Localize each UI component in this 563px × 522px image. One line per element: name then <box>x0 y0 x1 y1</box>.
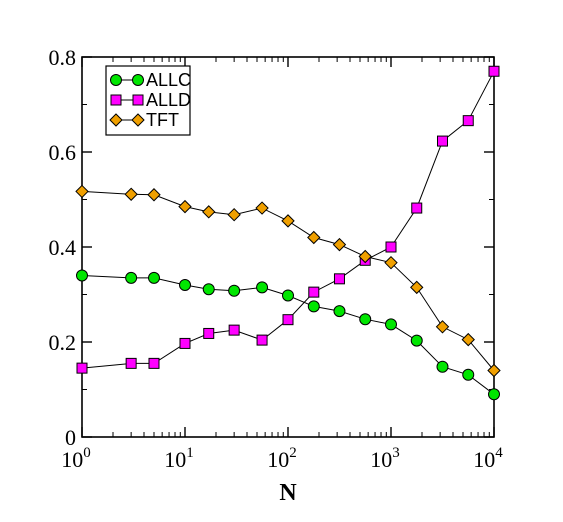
data-point-allc <box>147 271 160 284</box>
data-point-tft <box>410 280 424 295</box>
data-point-tft <box>124 187 138 201</box>
data-point-allc <box>307 300 320 313</box>
data-point-allc <box>410 334 423 347</box>
data-point-alld <box>148 357 160 369</box>
x-tick-exponent: 1 <box>186 445 194 461</box>
legend-label-alld: ALLD <box>146 90 191 110</box>
data-point-tft <box>307 230 321 245</box>
data-point-tft <box>487 363 501 378</box>
data-point-alld <box>228 324 240 336</box>
data-point-tft <box>461 332 475 347</box>
legend-label-allc: ALLC <box>146 70 191 90</box>
data-point-allc <box>488 388 500 401</box>
data-point-alld <box>436 135 448 147</box>
x-tick-base: 10 <box>61 447 83 472</box>
legend-label-tft: TFT <box>146 110 179 130</box>
data-point-allc <box>202 283 215 296</box>
data-point-allc <box>436 360 449 373</box>
data-point-tft <box>332 237 347 252</box>
x-tick-label: 104 <box>473 445 503 472</box>
y-tick-label: 0 <box>65 425 76 450</box>
data-point-tft <box>281 214 295 228</box>
data-point-allc <box>125 271 138 284</box>
x-tick-label: 103 <box>370 445 400 472</box>
y-tick-label: 0.6 <box>49 140 77 165</box>
data-point-allc <box>228 284 241 297</box>
data-point-tft <box>75 184 89 199</box>
x-tick-label: 101 <box>164 445 194 472</box>
data-point-allc <box>462 368 475 381</box>
data-point-tft <box>147 188 161 202</box>
data-point-allc <box>282 289 294 302</box>
data-point-alld <box>488 65 500 77</box>
data-point-alld <box>333 273 345 285</box>
data-point-alld <box>125 357 137 369</box>
data-point-alld <box>179 337 191 349</box>
x-tick-base: 10 <box>370 447 392 472</box>
data-point-alld <box>308 286 320 298</box>
data-point-alld <box>462 115 474 127</box>
legend-marker-alld <box>110 94 122 106</box>
x-tick-label: 100 <box>61 445 91 472</box>
data-point-alld <box>282 314 294 326</box>
series-allc <box>76 269 500 401</box>
x-tick-exponent: 4 <box>495 445 503 461</box>
data-point-tft <box>255 201 269 215</box>
data-point-tft <box>435 320 450 334</box>
data-point-alld <box>385 241 397 253</box>
data-point-allc <box>359 313 372 326</box>
data-point-alld <box>76 362 88 374</box>
series-line-alld <box>81 71 495 369</box>
data-point-allc <box>76 269 88 282</box>
data-point-alld <box>203 327 215 339</box>
data-point-alld <box>256 334 268 346</box>
x-tick-exponent: 2 <box>289 445 297 461</box>
x-tick-label: 102 <box>267 445 297 472</box>
legend-marker-alld <box>132 94 144 106</box>
x-axis-title: N <box>279 480 297 506</box>
y-tick-label: 0.4 <box>49 235 77 260</box>
data-point-tft <box>384 255 398 270</box>
data-point-allc <box>179 279 191 291</box>
x-tick-base: 10 <box>164 447 186 472</box>
x-tick-exponent: 3 <box>392 445 400 461</box>
series-layer <box>75 65 501 401</box>
series-line-allc <box>81 275 495 395</box>
legend-marker-allc <box>110 74 122 86</box>
legend-marker-tft <box>109 113 123 127</box>
x-tick-base: 10 <box>473 447 495 472</box>
legend-marker-allc <box>132 74 144 86</box>
data-point-allc <box>333 305 346 318</box>
data-point-alld <box>411 202 423 214</box>
data-point-allc <box>256 281 269 294</box>
series-tft <box>75 184 501 378</box>
series-alld <box>76 65 500 374</box>
legend-marker-tft <box>131 113 145 127</box>
y-tick-label: 0.2 <box>49 330 77 355</box>
data-point-tft <box>202 205 216 219</box>
data-point-tft <box>227 207 241 222</box>
data-point-tft <box>358 249 372 264</box>
y-tick-label: 0.8 <box>49 45 77 70</box>
x-tick-exponent: 0 <box>83 445 91 461</box>
series-line-tft <box>81 190 495 371</box>
data-point-allc <box>385 318 397 331</box>
x-tick-base: 10 <box>267 447 289 472</box>
data-point-tft <box>178 199 192 214</box>
